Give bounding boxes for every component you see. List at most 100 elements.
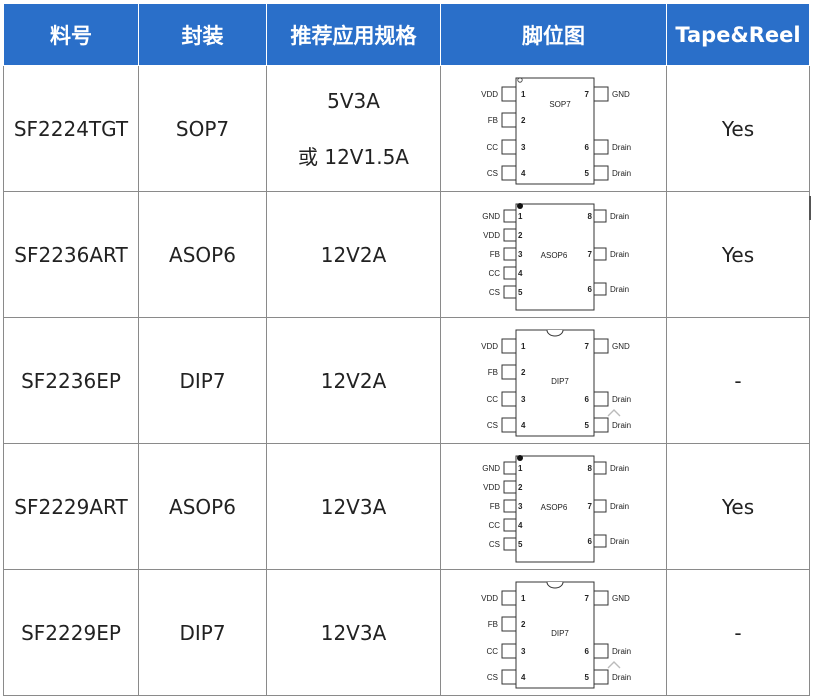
- pin-name: Drain: [612, 169, 631, 178]
- pin-number: 1: [521, 594, 526, 603]
- pin-number: 4: [521, 673, 526, 682]
- pinout-diagram: DIP7 VDD 1 FB 2 CC 3 CS 4 GND 7 Drain 6 Drain 5: [481, 329, 631, 436]
- pinout-diagram: SOP7 VDD 1 FB 2 CC 3 CS 4 GND 7 Drain 6 Drain 5: [481, 76, 631, 184]
- pin-box: [501, 165, 516, 180]
- pin-name: VDD: [483, 483, 500, 492]
- pin-box: [501, 86, 516, 101]
- pin-number: 4: [521, 169, 526, 178]
- pin-box: [501, 338, 516, 353]
- pin-number: 4: [518, 269, 523, 278]
- pin-name: Drain: [610, 502, 629, 511]
- header-tape-reel: Tape&Reel: [666, 3, 810, 66]
- header-part-number: 料号: [3, 3, 139, 66]
- pinout-cell: ASOP6 GND 1 VDD 2 FB 3 CC 4 CS 5 Drain 8 Drain 7 Drain 6: [440, 443, 667, 570]
- chip-label: DIP7: [551, 377, 569, 386]
- pin-number: 6: [587, 537, 592, 546]
- pinout-cell: DIP7 VDD 1 FB 2 CC 3 CS 4 GND 7 Drain 6 Drain 5: [440, 569, 667, 696]
- pin-name: Drain: [612, 143, 631, 152]
- pin-box: [501, 643, 516, 658]
- pin-box: [501, 112, 516, 127]
- header-pinout: 脚位图: [440, 3, 667, 66]
- pin-number: 5: [518, 540, 523, 549]
- table-row: SF2236ART ASOP6 12V2A ASOP6 GND 1 VDD 2 FB 3 CC 4 CS…: [3, 191, 810, 318]
- pin-box: [501, 669, 516, 684]
- chip-body: [515, 329, 594, 436]
- chip-body: [515, 203, 594, 310]
- pin-box: [593, 643, 608, 658]
- pin-box: [593, 247, 606, 260]
- table-row: SF2229EP DIP7 12V3A DIP7 VDD 1 FB 2 CC 3 CS 4 GND 7 Dr…: [3, 569, 810, 696]
- pin-name: Drain: [610, 285, 629, 294]
- pin-box: [593, 590, 608, 605]
- pin-box: [503, 518, 516, 531]
- pin-name: Drain: [610, 464, 629, 473]
- header-row: 料号 封装 推荐应用规格 脚位图 Tape&Reel: [3, 3, 810, 66]
- notch-mark: [546, 329, 563, 336]
- pin-number: 7: [584, 342, 589, 351]
- pin-name: CC: [486, 395, 498, 404]
- pin-name: CS: [486, 673, 497, 682]
- pin-number: 3: [521, 143, 526, 152]
- pin-name: CC: [486, 143, 498, 152]
- tape-reel-value: -: [666, 317, 810, 444]
- pin-box: [503, 461, 516, 474]
- caret-mark: [607, 408, 620, 416]
- pin-number: 7: [584, 594, 589, 603]
- pin-name: FB: [487, 116, 497, 125]
- header-recommended-spec: 推荐应用规格: [266, 3, 441, 66]
- pinout-cell: ASOP6 GND 1 VDD 2 FB 3 CC 4 CS 5 Drain 8 Drain 7 Drain 6: [440, 191, 667, 318]
- pin-name: Drain: [610, 537, 629, 546]
- part-number: SF2229ART: [3, 443, 139, 570]
- table-row: SF2229ART ASOP6 12V3A ASOP6 GND 1 VDD 2 FB 3 CC 4 CS…: [3, 443, 810, 570]
- pin-name: CC: [488, 269, 500, 278]
- pin-name: Drain: [612, 673, 631, 682]
- pin-number: 2: [518, 483, 523, 492]
- pin-box: [503, 499, 516, 512]
- pin-box: [501, 417, 516, 432]
- tape-reel-value: Yes: [666, 191, 810, 318]
- pin-box: [593, 669, 608, 684]
- chip-body: [515, 581, 594, 688]
- pin-number: 4: [521, 421, 526, 430]
- pin1-circle: [516, 76, 523, 83]
- chip-label: DIP7: [551, 629, 569, 638]
- pin-number: 8: [587, 212, 592, 221]
- recommended-spec: 12V2A: [266, 191, 441, 318]
- tape-reel-value: -: [666, 569, 810, 696]
- recommended-spec: 12V3A: [266, 569, 441, 696]
- spec-line: 12V2A: [320, 368, 387, 393]
- tape-reel-value: Yes: [666, 443, 810, 570]
- pin-number: 3: [521, 395, 526, 404]
- pin-number: 3: [518, 250, 523, 259]
- caret-mark: [607, 660, 620, 668]
- pin-number: 3: [518, 502, 523, 511]
- chip-label: SOP7: [549, 100, 571, 109]
- pin-number: 8: [587, 464, 592, 473]
- pin-number: 6: [584, 395, 589, 404]
- pin-box: [503, 228, 516, 241]
- pin-box: [593, 499, 606, 512]
- pin-box: [593, 209, 606, 222]
- spec-line: 或 12V1.5A: [298, 144, 409, 169]
- pin-number: 5: [584, 421, 589, 430]
- pin-name: FB: [487, 368, 497, 377]
- pin-name: VDD: [481, 342, 498, 351]
- pin-box: [593, 165, 608, 180]
- pin-box: [593, 139, 608, 154]
- part-number: SF2229EP: [3, 569, 139, 696]
- spec-gap: [267, 115, 440, 143]
- pin-name: CS: [488, 540, 499, 549]
- notch-mark: [546, 581, 563, 588]
- pin-box: [503, 266, 516, 279]
- part-number: SF2224TGT: [3, 65, 139, 192]
- pin-name: GND: [482, 212, 500, 221]
- pin-name: CS: [488, 288, 499, 297]
- pinout-diagram: DIP7 VDD 1 FB 2 CC 3 CS 4 GND 7 Drain 6 Drain 5: [481, 581, 631, 688]
- pinout-diagram: ASOP6 GND 1 VDD 2 FB 3 CC 4 CS 5 Drain 8 Drain 7 Drain 6: [482, 202, 629, 310]
- part-number: SF2236ART: [3, 191, 139, 318]
- pin-name: VDD: [481, 594, 498, 603]
- pin-name: GND: [612, 90, 630, 99]
- pin-name: CC: [486, 647, 498, 656]
- pin-number: 4: [518, 521, 523, 530]
- recommended-spec: 12V3A: [266, 443, 441, 570]
